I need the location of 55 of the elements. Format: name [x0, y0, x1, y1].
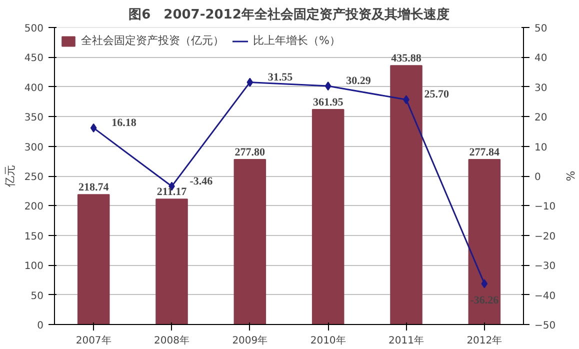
- bar: [390, 65, 422, 324]
- y-tick-label: 50: [30, 290, 44, 302]
- y-tick-label: 400: [24, 82, 44, 94]
- x-tick-label: 2011年: [388, 334, 424, 346]
- y2-tick-label: 40: [534, 53, 548, 64]
- y2-axis-title: %: [564, 170, 577, 182]
- data-label: -36.26: [470, 294, 500, 307]
- point: [90, 123, 97, 132]
- y-tick-label: 100: [24, 261, 44, 272]
- y2-tick-label: 10: [534, 142, 548, 154]
- data-label: 25.70: [424, 88, 450, 101]
- data-label: 211.17: [156, 186, 188, 198]
- data-label: 277.84: [469, 146, 500, 158]
- bar: [156, 198, 188, 324]
- data-label: 218.74: [78, 182, 110, 194]
- x-tick-label: 2007年: [76, 334, 112, 346]
- y-tick-label: 450: [24, 53, 44, 64]
- data-label: 30.29: [346, 75, 372, 88]
- x-tick-label: 2010年: [310, 334, 346, 346]
- y-tick-label: 150: [24, 231, 44, 242]
- point: [246, 78, 254, 87]
- data-label: 16.18: [112, 116, 137, 129]
- bar: [468, 158, 501, 324]
- y2-tick-label: −30: [534, 261, 556, 272]
- data-label: 31.55: [268, 71, 294, 84]
- point: [481, 279, 488, 288]
- y2-tick-label: −20: [534, 231, 556, 242]
- y2-tick-label: 30: [534, 82, 548, 94]
- y2-tick-label: −50: [534, 320, 556, 332]
- data-label: -3.46: [190, 175, 214, 188]
- data-label: 435.88: [391, 52, 422, 65]
- y2-tick-label: −40: [534, 290, 556, 302]
- y-tick-label: 250: [24, 172, 44, 183]
- y2-tick-label: −10: [534, 202, 556, 213]
- legend-label: 比上年增长（%）: [253, 33, 340, 48]
- y-tick-label: 500: [24, 24, 44, 34]
- bar: [77, 194, 110, 324]
- chart-title: 图6 2007-2012年全社会固定资产投资及其增长速度: [128, 6, 450, 22]
- bar: [312, 109, 344, 324]
- x-tick-label: 2008年: [154, 334, 190, 346]
- x-tick-label: 2012年: [466, 334, 502, 346]
- y2-tick-label: 20: [534, 112, 548, 124]
- y-tick-label: 0: [37, 320, 44, 332]
- legend-label: 全社会固定资产投资（亿元）: [81, 33, 224, 48]
- bar: [234, 158, 266, 324]
- y-tick-label: 350: [24, 112, 44, 124]
- y-axis-title: 亿元: [3, 165, 16, 188]
- y2-tick-label: 0: [534, 172, 541, 183]
- data-label: 277.80: [234, 146, 266, 158]
- data-label: 361.95: [312, 96, 344, 108]
- point: [324, 82, 332, 91]
- y-tick-label: 300: [24, 142, 44, 154]
- y-tick-label: 200: [24, 202, 44, 213]
- y2-tick-label: 50: [534, 24, 548, 34]
- x-tick-label: 2009年: [232, 334, 268, 346]
